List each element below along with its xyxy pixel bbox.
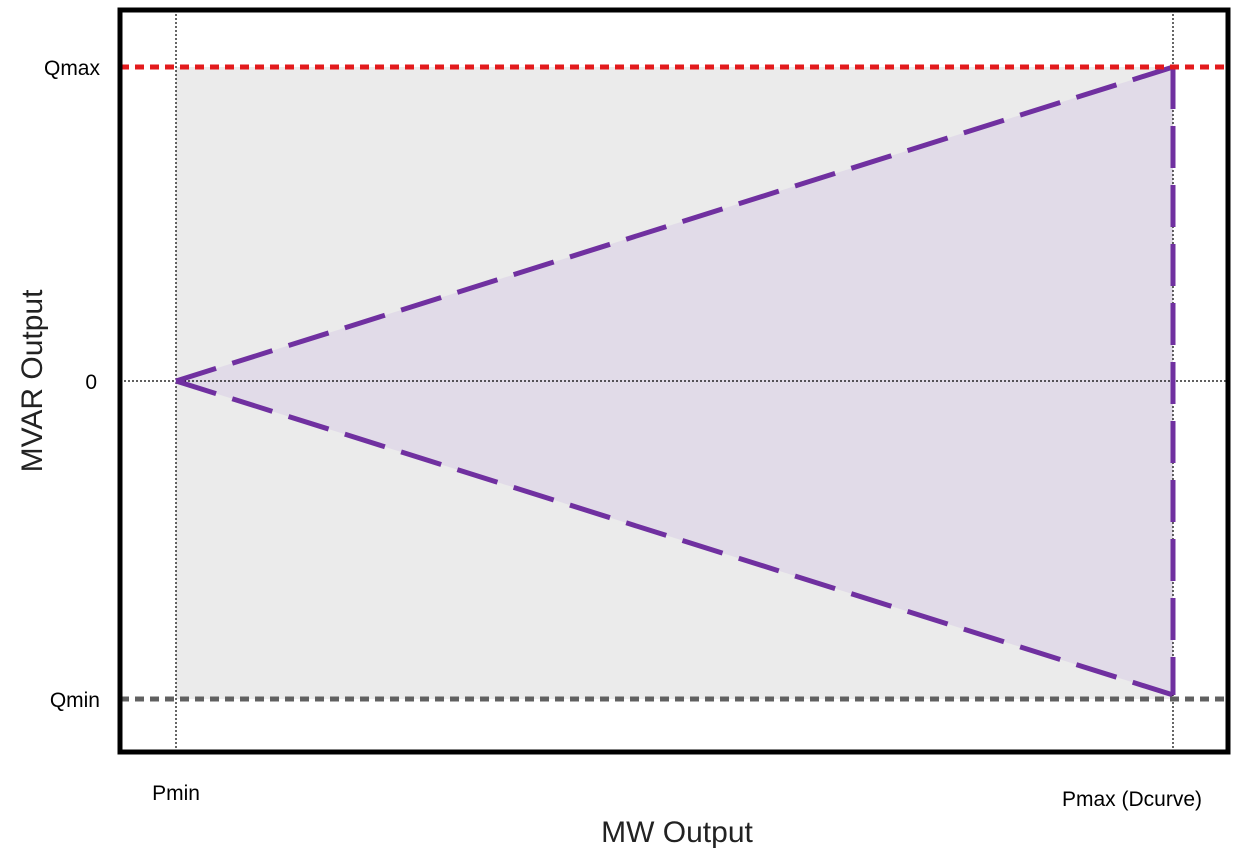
y-axis-title: MVAR Output (16, 289, 49, 473)
plot-frame (117, 7, 1231, 755)
capability-region (176, 67, 1173, 695)
y-label-qmax: Qmax (44, 57, 101, 80)
x-label-pmax: Pmax (Dcurve) (1062, 788, 1202, 811)
x-axis-title: MW Output (601, 816, 753, 849)
y-label-qmin: Qmin (50, 689, 100, 712)
x-label-pmin: Pmin (152, 782, 200, 805)
y-label-zero: 0 (85, 371, 97, 394)
